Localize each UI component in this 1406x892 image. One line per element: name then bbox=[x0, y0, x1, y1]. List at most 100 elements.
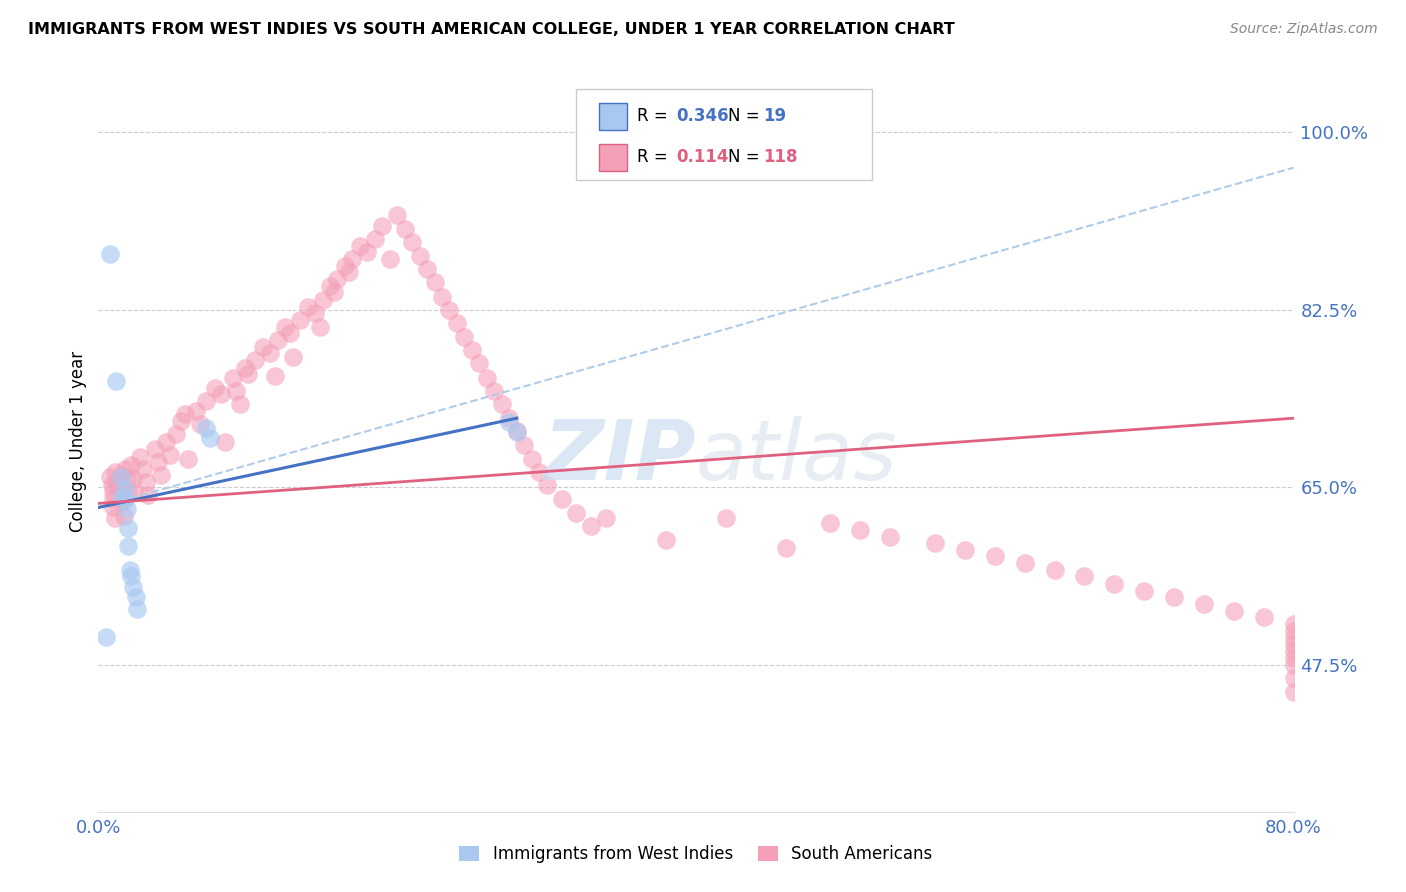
Point bbox=[849, 523, 872, 537]
Point bbox=[236, 367, 259, 381]
Legend: Immigrants from West Indies, South Americans: Immigrants from West Indies, South Ameri… bbox=[453, 838, 939, 870]
Point bbox=[513, 437, 536, 451]
Text: 0.346: 0.346 bbox=[676, 107, 728, 125]
Point bbox=[308, 320, 330, 334]
Text: ZIP: ZIP bbox=[543, 416, 696, 497]
Point bbox=[135, 475, 157, 489]
Point bbox=[1223, 604, 1246, 618]
Point bbox=[263, 368, 285, 383]
Point bbox=[117, 485, 139, 500]
Point bbox=[408, 249, 430, 263]
Point bbox=[132, 462, 155, 476]
Point bbox=[1104, 576, 1126, 591]
Point bbox=[439, 302, 461, 317]
Point bbox=[105, 374, 128, 388]
Point bbox=[1282, 624, 1305, 639]
Point bbox=[1163, 590, 1185, 604]
Point bbox=[394, 221, 416, 235]
Point bbox=[120, 458, 142, 472]
Point bbox=[879, 530, 901, 544]
Point bbox=[278, 326, 301, 340]
Point bbox=[1282, 644, 1305, 658]
Point bbox=[267, 333, 290, 347]
Point bbox=[177, 451, 200, 466]
Point bbox=[333, 259, 356, 273]
Point bbox=[371, 219, 394, 233]
Point bbox=[169, 414, 191, 428]
Point bbox=[101, 478, 124, 492]
Point bbox=[195, 421, 218, 435]
Point bbox=[103, 500, 125, 515]
Point bbox=[98, 247, 122, 261]
Point bbox=[281, 351, 304, 365]
Point bbox=[214, 434, 236, 449]
Point bbox=[430, 289, 453, 303]
Point bbox=[159, 448, 181, 462]
Point bbox=[506, 425, 529, 439]
Point bbox=[581, 518, 603, 533]
Point bbox=[349, 239, 371, 253]
Point bbox=[820, 516, 842, 530]
Text: Source: ZipAtlas.com: Source: ZipAtlas.com bbox=[1230, 22, 1378, 37]
Point bbox=[117, 539, 139, 553]
Point bbox=[1282, 685, 1305, 699]
Point bbox=[112, 508, 135, 523]
Point bbox=[506, 425, 529, 440]
Point bbox=[94, 630, 117, 644]
Point bbox=[143, 442, 166, 456]
Point bbox=[468, 356, 491, 370]
Point bbox=[103, 492, 125, 507]
Point bbox=[104, 510, 127, 524]
Point bbox=[491, 397, 513, 411]
Point bbox=[1073, 569, 1095, 583]
Point bbox=[1282, 617, 1305, 632]
Point bbox=[1043, 563, 1066, 577]
Point bbox=[111, 495, 134, 509]
Point bbox=[204, 381, 226, 395]
Point bbox=[520, 451, 543, 466]
Text: R =: R = bbox=[637, 107, 673, 125]
Point bbox=[103, 485, 125, 500]
Point bbox=[125, 590, 148, 604]
Point bbox=[104, 465, 127, 479]
Point bbox=[129, 450, 152, 464]
Point bbox=[484, 384, 506, 398]
Point bbox=[115, 502, 138, 516]
Point bbox=[110, 470, 132, 484]
Point bbox=[274, 320, 297, 334]
Point bbox=[498, 415, 520, 429]
Point bbox=[1282, 637, 1305, 651]
Point bbox=[105, 475, 128, 489]
Point bbox=[118, 563, 141, 577]
Point bbox=[297, 300, 319, 314]
Text: 118: 118 bbox=[763, 148, 799, 166]
Text: IMMIGRANTS FROM WEST INDIES VS SOUTH AMERICAN COLLEGE, UNDER 1 YEAR CORRELATION : IMMIGRANTS FROM WEST INDIES VS SOUTH AME… bbox=[28, 22, 955, 37]
Point bbox=[401, 235, 423, 249]
Point bbox=[953, 543, 976, 558]
Point bbox=[222, 370, 245, 384]
Point bbox=[475, 370, 498, 384]
Y-axis label: College, Under 1 year: College, Under 1 year bbox=[69, 351, 87, 533]
Point bbox=[195, 394, 218, 409]
Point bbox=[225, 384, 247, 398]
Point bbox=[121, 580, 143, 594]
Point bbox=[136, 488, 159, 502]
Point bbox=[155, 434, 177, 449]
Point bbox=[356, 244, 378, 259]
Point bbox=[453, 330, 475, 344]
Point bbox=[150, 468, 173, 483]
Point bbox=[117, 521, 139, 535]
Point bbox=[775, 541, 797, 555]
Point bbox=[311, 293, 333, 307]
Text: N =: N = bbox=[728, 107, 765, 125]
Point bbox=[98, 470, 122, 484]
Point bbox=[446, 316, 468, 330]
Point bbox=[148, 455, 170, 469]
Point bbox=[1282, 657, 1305, 672]
Point bbox=[121, 472, 143, 486]
Point bbox=[114, 482, 136, 496]
Point bbox=[188, 417, 211, 432]
Point bbox=[124, 485, 146, 500]
Point bbox=[115, 472, 138, 486]
Point bbox=[364, 232, 387, 246]
